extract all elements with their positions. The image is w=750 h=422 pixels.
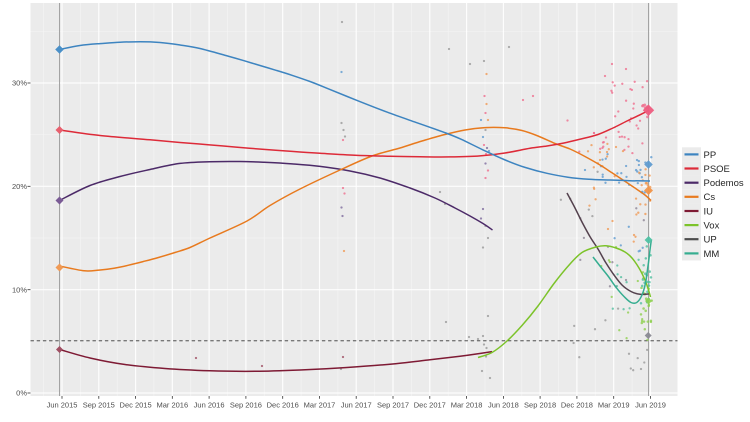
svg-text:Jun 2017: Jun 2017: [341, 400, 372, 409]
svg-text:0%: 0%: [16, 389, 27, 398]
svg-text:PSOE: PSOE: [704, 164, 730, 175]
svg-text:IU: IU: [704, 206, 714, 217]
svg-text:Mar 2018: Mar 2018: [451, 400, 483, 409]
svg-text:Mar 2019: Mar 2019: [598, 400, 630, 409]
svg-text:PP: PP: [704, 150, 717, 161]
svg-text:Jun 2019: Jun 2019: [635, 400, 666, 409]
svg-text:MM: MM: [704, 249, 720, 260]
svg-text:Dec 2016: Dec 2016: [267, 400, 299, 409]
svg-text:Sep 2018: Sep 2018: [524, 400, 556, 409]
svg-text:Sep 2016: Sep 2016: [230, 400, 262, 409]
svg-text:Sep 2017: Sep 2017: [377, 400, 409, 409]
svg-text:20%: 20%: [12, 182, 27, 191]
svg-text:Mar 2017: Mar 2017: [304, 400, 336, 409]
svg-text:Jun 2016: Jun 2016: [194, 400, 225, 409]
svg-text:Vox: Vox: [704, 221, 720, 232]
svg-text:Jun 2015: Jun 2015: [47, 400, 78, 409]
svg-text:30%: 30%: [12, 79, 27, 88]
svg-text:Podemos: Podemos: [704, 178, 744, 189]
svg-text:Cs: Cs: [704, 192, 716, 203]
svg-text:Sep 2015: Sep 2015: [83, 400, 115, 409]
svg-text:UP: UP: [704, 235, 717, 246]
svg-text:Dec 2017: Dec 2017: [414, 400, 446, 409]
svg-text:10%: 10%: [12, 285, 27, 294]
svg-text:Dec 2018: Dec 2018: [561, 400, 593, 409]
svg-text:Mar 2016: Mar 2016: [156, 400, 188, 409]
svg-text:Dec 2015: Dec 2015: [120, 400, 152, 409]
svg-text:Jun 2018: Jun 2018: [488, 400, 519, 409]
